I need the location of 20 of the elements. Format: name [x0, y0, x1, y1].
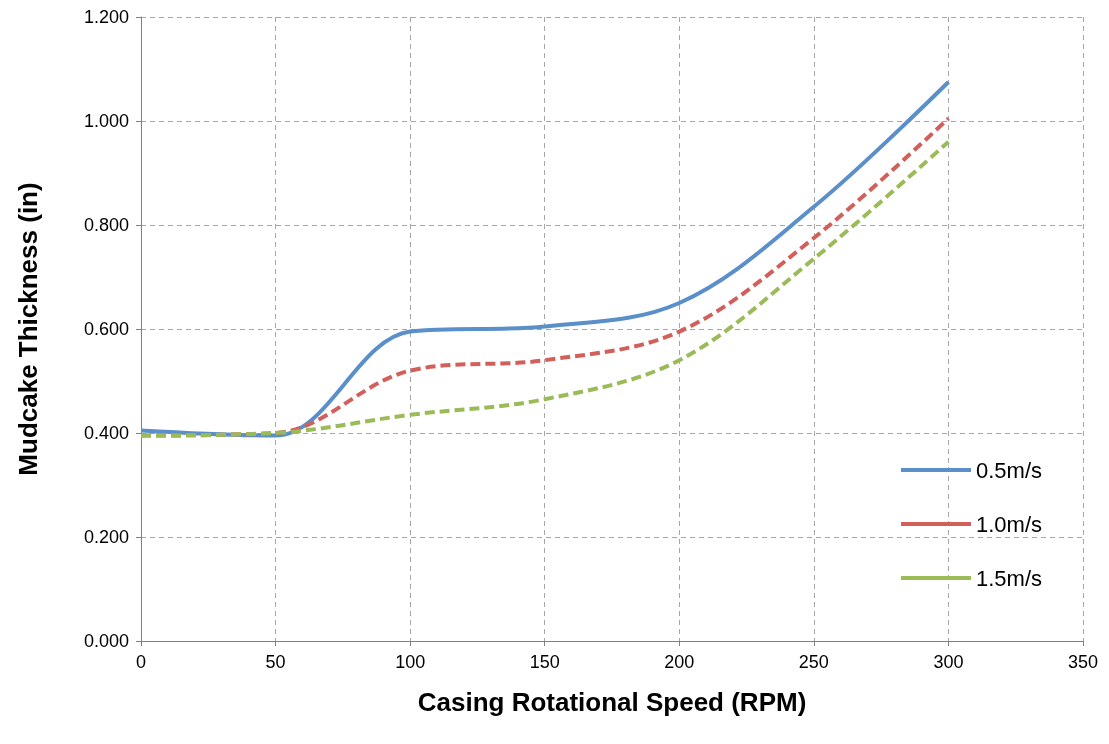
x-tick-label: 0 — [135, 652, 147, 672]
legend-label: 1.5m/s — [975, 565, 1043, 591]
y-tick-label: 0.400 — [83, 423, 129, 443]
y-tick-label: 0.600 — [83, 319, 129, 339]
legend-label: 0.5m/s — [975, 457, 1043, 483]
x-tick-label: 150 — [529, 652, 560, 672]
x-tick-label: 50 — [265, 652, 286, 672]
x-tick-label: 250 — [798, 652, 829, 672]
y-tick-label: 0.000 — [83, 631, 129, 651]
x-axis-title: Casing Rotational Speed (RPM) — [417, 687, 807, 717]
y-axis-title: Mudcake Thickness (in) — [13, 182, 43, 476]
y-tick-label: 1.200 — [83, 7, 129, 27]
x-tick-label: 200 — [664, 652, 695, 672]
y-tick-label: 1.000 — [83, 111, 129, 131]
x-tick-label: 350 — [1067, 652, 1099, 672]
y-tick-label: 0.200 — [83, 527, 129, 547]
legend-label: 1.0m/s — [975, 511, 1043, 537]
x-tick-label: 100 — [395, 652, 426, 672]
y-tick-label: 0.800 — [83, 215, 129, 235]
x-tick-label: 300 — [933, 652, 964, 672]
